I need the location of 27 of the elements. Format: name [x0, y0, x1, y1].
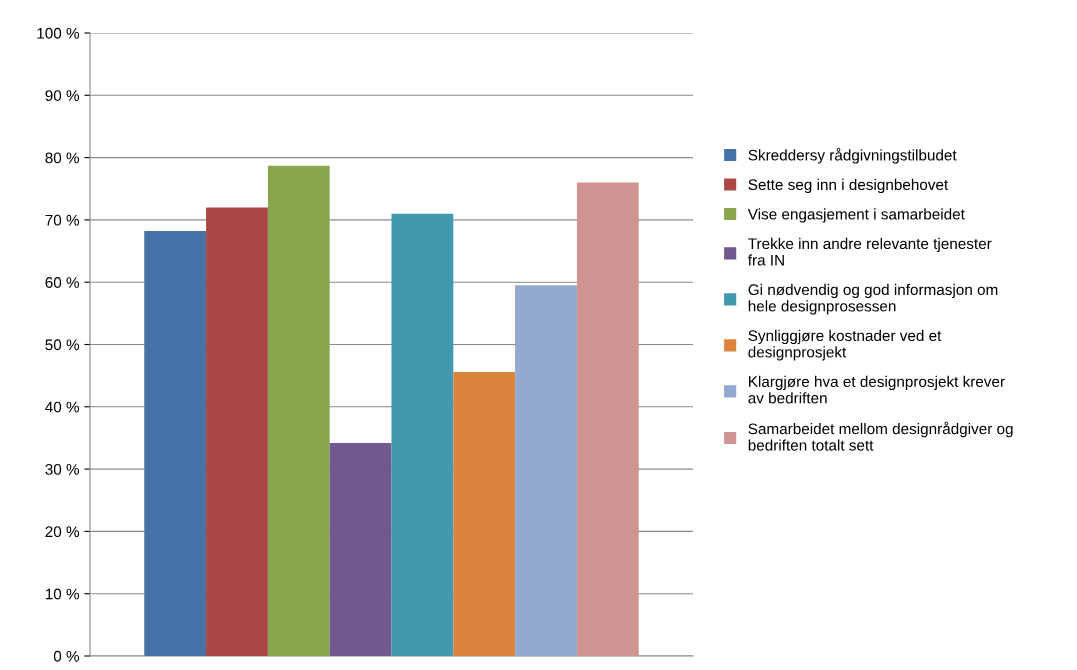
legend-label: Klargjøre hva et designprosjekt krever av bedriften: [748, 375, 1005, 404]
y-tick-label: 80 %: [45, 152, 80, 164]
legend-label: Skreddersy rådgivningstilbudet: [748, 148, 957, 164]
legend-label: Vise engasjement i samarbeidet: [747, 208, 965, 223]
legend-label: Trekke inn andre relevante tjenester fra IN: [747, 237, 992, 266]
bar: [144, 231, 207, 656]
legend-label: Sette seg inn i designbehovet: [748, 178, 949, 194]
legend-label: Synliggjøre kostnader ved et designprosjekt: [748, 329, 942, 361]
bar: [576, 182, 639, 656]
y-tick-label: 50 %: [45, 339, 80, 351]
y-tick-label: 0 %: [53, 650, 80, 662]
y-tick-label: 40 %: [45, 401, 80, 413]
legend-label: Samarbeidet mellom designrådgiver og bedriften totalt sett: [748, 421, 1013, 451]
y-tick-label: 70 %: [45, 214, 80, 226]
y-tick-label: 30 %: [45, 463, 80, 475]
bar: [515, 285, 577, 656]
y-tick-label: 100 %: [37, 27, 80, 39]
y-tick-label: 90 %: [45, 90, 80, 101]
bar: [206, 207, 268, 656]
legend-label: Gi nødvendig og god informasjon om hele designprosessen: [748, 283, 998, 315]
y-tick-label: 60 %: [45, 277, 80, 288]
y-tick-label: 20 %: [45, 526, 80, 538]
bar: [329, 442, 392, 656]
bar: [391, 213, 454, 656]
y-tick-label: 10 %: [45, 588, 80, 600]
bar: [267, 165, 330, 656]
bar: [453, 371, 516, 656]
